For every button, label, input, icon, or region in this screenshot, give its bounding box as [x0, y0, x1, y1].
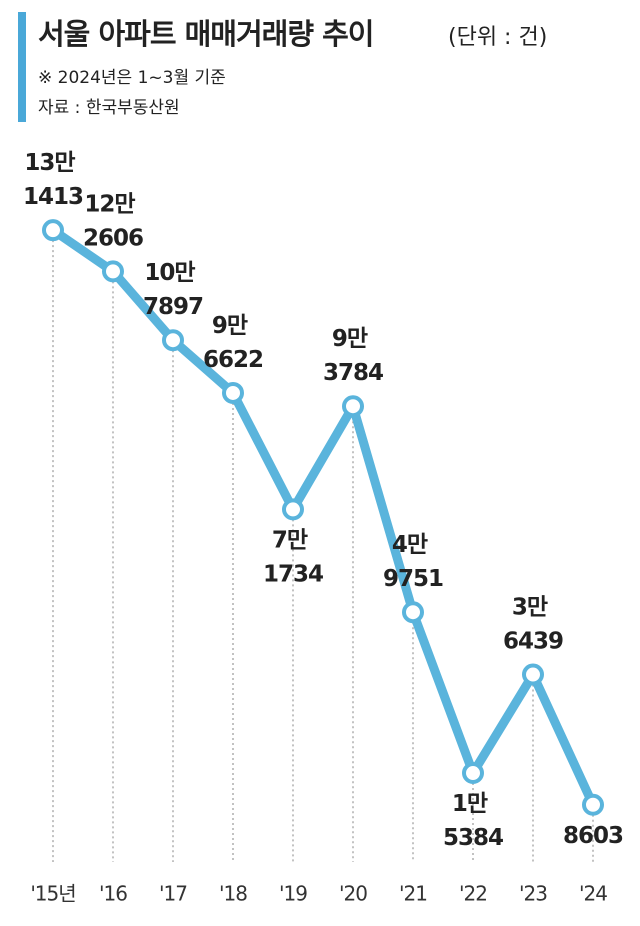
x-tick-label: '22 [459, 882, 487, 906]
data-label: 1만 5384 [443, 791, 503, 851]
data-label: 13만 1413 [23, 150, 83, 210]
x-tick-label: '21 [399, 882, 427, 906]
source: 자료 : 한국부동산원 [38, 98, 180, 118]
data-label: 9만 6622 [203, 312, 263, 372]
data-label: 7만 1734 [263, 527, 323, 587]
x-tick-label: '20 [339, 882, 367, 906]
point [462, 762, 484, 785]
line [50, 226, 598, 807]
x-tick-label: '19 [279, 882, 307, 906]
point [162, 329, 184, 352]
point [582, 793, 604, 816]
point [282, 498, 304, 521]
data-label: 8603 [563, 822, 623, 848]
x-tick-label: '17 [159, 882, 187, 906]
x-tick-label: '16 [99, 882, 127, 906]
data-label: 12만 2606 [83, 191, 143, 251]
x-tick-label: '18 [219, 882, 247, 906]
x-tick-label: '15년 [30, 882, 75, 906]
x-tick-label: '23 [519, 882, 547, 906]
point [102, 260, 124, 283]
x-tick-label: '24 [579, 882, 607, 906]
point [342, 395, 364, 418]
data-label: 10만 7897 [143, 260, 203, 320]
unit-label: (단위 : 건) [448, 25, 547, 50]
data-label: 3만 6439 [503, 594, 563, 654]
point [522, 663, 544, 686]
point [222, 381, 244, 404]
data-label: 9만 3784 [323, 326, 383, 386]
point [402, 601, 424, 624]
chart-title: 서울 아파트 매매거래량 추이 [38, 17, 373, 51]
data-label: 4만 9751 [383, 532, 443, 592]
note: ※ 2024년은 1~3월 기준 [38, 68, 226, 88]
point [42, 219, 64, 242]
accent-bar [18, 12, 26, 122]
